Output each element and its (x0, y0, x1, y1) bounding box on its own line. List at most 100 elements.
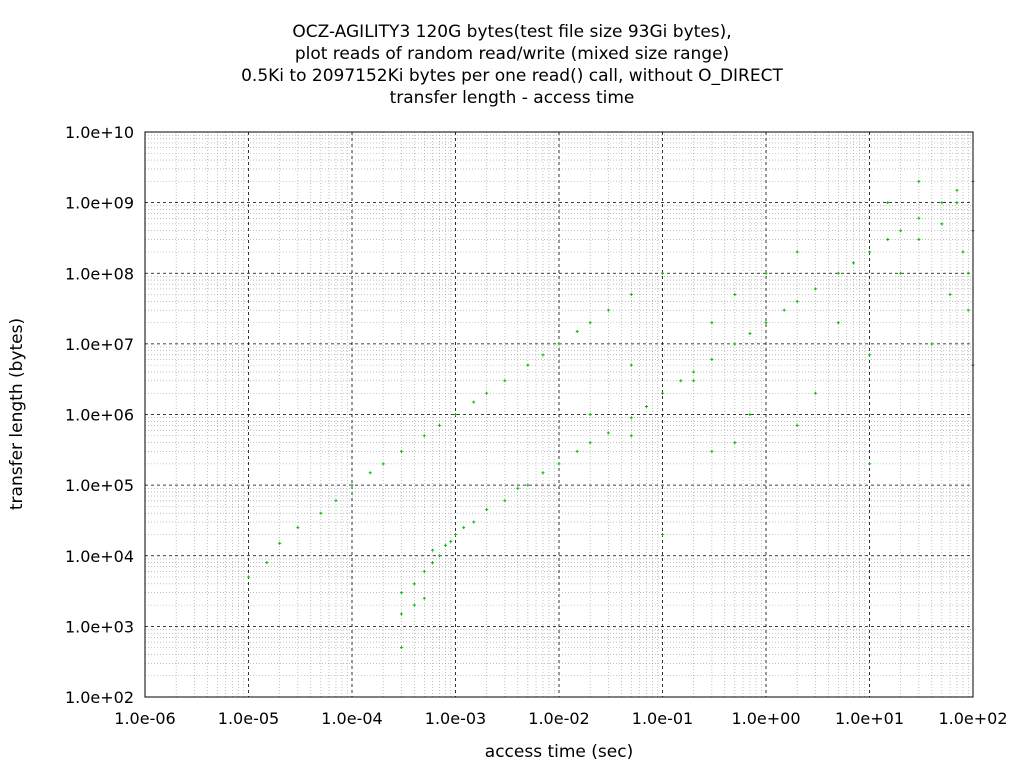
y-tick-label: 1.0e+09 (65, 194, 134, 213)
data-point (813, 287, 817, 291)
data-point (541, 471, 545, 475)
data-point (795, 250, 799, 254)
data-point (733, 441, 737, 445)
data-point (399, 449, 403, 453)
data-point (278, 541, 282, 545)
data-point (710, 449, 714, 453)
data-point (503, 499, 507, 503)
y-tick-label: 1.0e+07 (65, 335, 134, 354)
data-point (899, 229, 903, 233)
data-point (710, 358, 714, 362)
data-point (733, 342, 737, 346)
y-axis-label: transfer length (bytes) (7, 318, 27, 510)
data-point (955, 188, 959, 192)
data-point (399, 591, 403, 595)
data-point (412, 603, 416, 607)
data-point (966, 308, 970, 312)
data-point (813, 391, 817, 395)
data-point (955, 201, 959, 205)
data-point (917, 216, 921, 220)
data-point (588, 321, 592, 325)
data-point (381, 462, 385, 466)
data-point (588, 441, 592, 445)
data-point (661, 532, 664, 536)
data-point (503, 379, 507, 383)
data-point (764, 271, 768, 275)
data-point (265, 561, 269, 565)
title-line: transfer length - access time (390, 88, 635, 108)
data-point (319, 511, 323, 515)
title-line: 0.5Ki to 2097152Ki bytes per one read() … (241, 66, 783, 86)
data-point (782, 308, 786, 312)
data-point (930, 342, 934, 346)
data-point (868, 462, 871, 466)
data-point (575, 449, 579, 453)
data-point (454, 413, 457, 416)
x-tick-label: 1.0e-05 (218, 709, 279, 728)
data-point (868, 250, 871, 254)
data-point (422, 434, 426, 438)
plot-frame (144, 131, 974, 698)
data-point (940, 201, 944, 205)
data-point (516, 486, 520, 490)
data-point (629, 293, 633, 297)
data-point (795, 299, 799, 303)
data-point (851, 261, 855, 265)
data-point (437, 423, 441, 427)
y-tick-labels: 1.0e+02 1.0e+03 1.0e+04 1.0e+05 1.0e+06 1.0e+… (65, 123, 134, 707)
data-point (748, 413, 752, 416)
data-point (940, 222, 944, 226)
data-point (710, 321, 714, 325)
data-point (606, 431, 610, 435)
y-tick-label: 1.0e+03 (65, 617, 134, 636)
y-tick-label: 1.0e+04 (65, 547, 134, 566)
y-tick-label: 1.0e+05 (65, 476, 134, 495)
data-point (454, 532, 457, 536)
data-point (399, 646, 403, 650)
data-point (541, 353, 545, 357)
data-point (437, 554, 441, 558)
data-point (368, 471, 372, 475)
data-point (868, 353, 871, 357)
data-point (795, 423, 799, 427)
data-point (443, 543, 447, 547)
data-point (422, 569, 426, 573)
data-point (526, 483, 530, 487)
x-tick-label: 1.0e+02 (938, 709, 1007, 728)
title-line: plot reads of random read/write (mixed s… (295, 44, 729, 64)
title-line: OCZ-AGILITY3 120G bytes(test file size 9… (292, 22, 731, 42)
data-point (422, 596, 426, 600)
data-point (575, 329, 579, 333)
data-point (733, 293, 737, 297)
data-point (431, 548, 435, 552)
data-point (692, 370, 696, 374)
x-tick-labels: 1.0e-06 1.0e-05 1.0e-04 1.0e-03 1.0e-02 1.0e-… (114, 709, 1007, 728)
data-point (836, 271, 840, 275)
data-point (334, 499, 338, 503)
x-tick-label: 1.0e-06 (114, 709, 175, 728)
data-point (661, 391, 664, 395)
data-point (449, 539, 453, 543)
data-point (606, 308, 610, 312)
data-point (661, 271, 664, 275)
data-point (462, 526, 466, 530)
x-tick-label: 1.0e+01 (835, 709, 904, 728)
data-point (917, 238, 921, 242)
data-point (557, 342, 561, 346)
data-point (431, 561, 435, 565)
data-point (966, 271, 970, 275)
data-point (899, 271, 903, 275)
data-point (557, 462, 561, 466)
chart-title: OCZ-AGILITY3 120G bytes(test file size 9… (241, 22, 783, 108)
y-tick-label: 1.0e+10 (65, 123, 134, 142)
data-point (472, 520, 476, 524)
data-point (472, 400, 476, 404)
data-point (948, 293, 952, 297)
data-point (629, 363, 633, 367)
data-point (399, 612, 403, 616)
data-point (764, 321, 768, 325)
x-axis-label: access time (sec) (485, 742, 633, 762)
major-grid (144, 131, 974, 698)
data-point (296, 526, 300, 530)
